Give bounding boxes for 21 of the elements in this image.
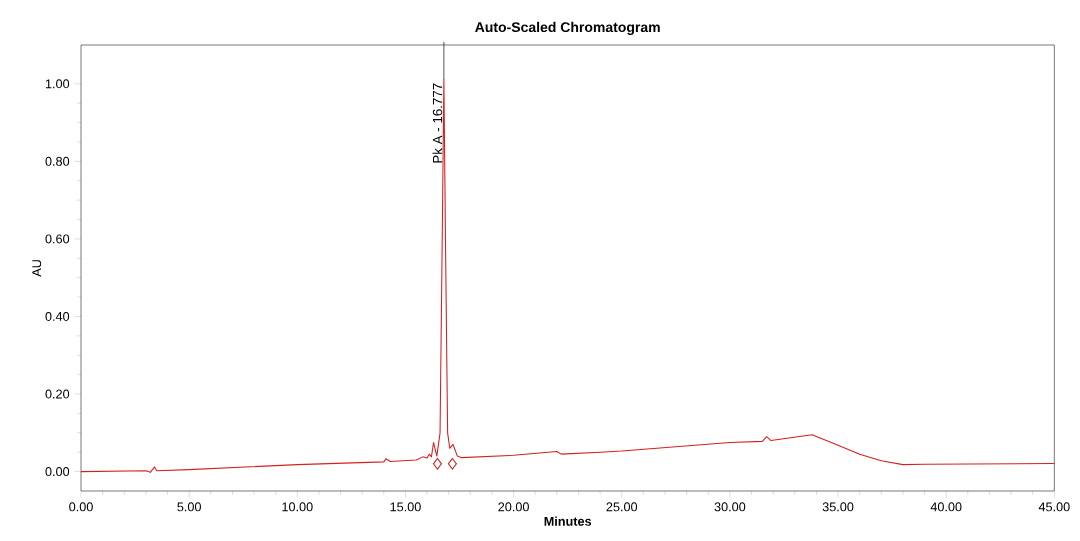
y-tick-label: 0.20 xyxy=(45,389,70,399)
x-tick-label: 5.00 xyxy=(177,502,201,512)
x-tick-label: 25.00 xyxy=(606,502,638,512)
y-tick-label: 0.00 xyxy=(45,467,70,477)
annotation: Pk A - 16.777 xyxy=(432,83,443,163)
y-tick-label: 1.00 xyxy=(45,79,70,89)
x-tick-label: 30.00 xyxy=(714,502,746,512)
x-tick-label: 15.00 xyxy=(390,502,421,512)
x-tick-label: 10.00 xyxy=(282,502,313,512)
line-series xyxy=(80,79,1055,473)
x-tick-label: 40.00 xyxy=(930,502,962,512)
x-axis-title: Minutes xyxy=(544,516,592,526)
y-tick-label: 0.40 xyxy=(45,311,70,321)
y-tick-label: 0.80 xyxy=(45,156,70,166)
x-tick-label: 35.00 xyxy=(822,502,854,512)
x-tick-label: 0.00 xyxy=(69,502,93,512)
y-tick-label: 0.60 xyxy=(45,234,70,244)
x-tick-label: 45.00 xyxy=(1038,502,1070,512)
y-axis-title: AU xyxy=(32,260,42,277)
chart-title: Auto-Scaled Chromatogram xyxy=(475,21,660,35)
x-tick-label: 20.00 xyxy=(498,502,529,512)
